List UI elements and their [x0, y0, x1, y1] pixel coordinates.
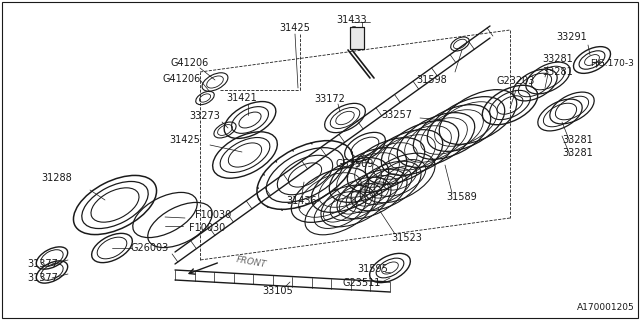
Text: 33291: 33291: [557, 32, 588, 42]
Text: FIG.170-3: FIG.170-3: [590, 59, 634, 68]
Bar: [350, 27, 364, 49]
Text: A170001205: A170001205: [577, 303, 635, 312]
Text: G41206: G41206: [171, 58, 209, 68]
Text: 33273: 33273: [189, 111, 220, 121]
Text: G26003: G26003: [131, 243, 169, 253]
Text: 33281: 33281: [563, 135, 593, 145]
Text: F10030: F10030: [195, 210, 231, 220]
Text: 31598: 31598: [417, 75, 447, 85]
Text: 31425: 31425: [170, 135, 200, 145]
Text: G23511: G23511: [343, 278, 381, 288]
Text: 33257: 33257: [381, 110, 413, 120]
Text: 33281: 33281: [563, 148, 593, 158]
Text: F10030: F10030: [189, 223, 225, 233]
Text: G41206: G41206: [163, 74, 201, 84]
Text: 33281: 33281: [543, 67, 573, 77]
Text: G23203: G23203: [497, 76, 535, 86]
Text: 31436: 31436: [287, 196, 317, 206]
Text: FRONT: FRONT: [235, 255, 267, 269]
Text: G53509: G53509: [336, 159, 374, 169]
Bar: [350, 27, 364, 49]
Text: 31421: 31421: [227, 93, 257, 103]
Text: 33105: 33105: [262, 286, 293, 296]
Text: 33172: 33172: [315, 94, 346, 104]
Text: 33281: 33281: [543, 54, 573, 64]
Text: 31377: 31377: [28, 259, 58, 269]
Text: 31377: 31377: [28, 273, 58, 283]
Text: 31589: 31589: [447, 192, 477, 202]
Text: 31425: 31425: [280, 23, 310, 33]
Text: 31523: 31523: [392, 233, 422, 243]
Text: 31433: 31433: [337, 15, 367, 25]
Text: 31595: 31595: [358, 264, 388, 274]
Text: 31288: 31288: [42, 173, 72, 183]
